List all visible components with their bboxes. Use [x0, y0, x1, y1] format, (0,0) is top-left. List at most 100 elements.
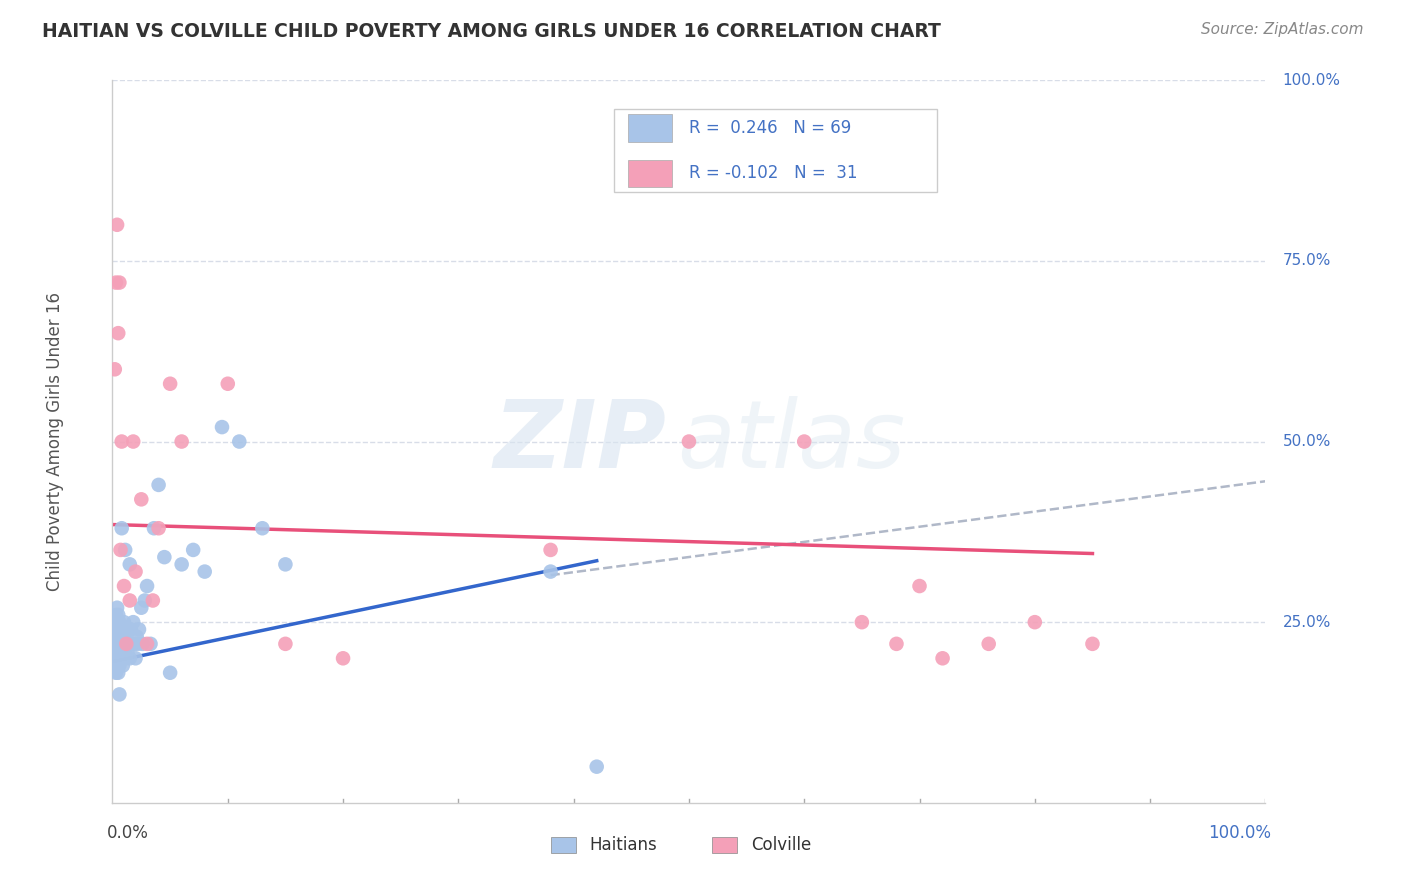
Point — [104, 637, 127, 651]
Point — [108, 658, 131, 673]
Point — [128, 623, 150, 637]
Point — [159, 665, 181, 680]
Point — [118, 593, 141, 607]
Point — [153, 550, 176, 565]
Point — [107, 637, 129, 651]
Point — [104, 651, 127, 665]
Point — [107, 665, 129, 680]
Point — [129, 600, 153, 615]
Point — [148, 478, 170, 492]
Point — [131, 637, 153, 651]
Point — [170, 558, 193, 572]
Point — [110, 542, 132, 557]
Point — [274, 558, 297, 572]
Point — [136, 637, 159, 651]
Point — [121, 637, 143, 651]
Point — [110, 637, 132, 651]
Point — [122, 615, 145, 630]
Point — [110, 623, 132, 637]
Text: ZIP: ZIP — [494, 395, 666, 488]
Point — [111, 434, 134, 449]
Point — [107, 326, 129, 340]
Point — [118, 651, 141, 665]
Point — [104, 362, 127, 376]
Text: atlas: atlas — [678, 396, 905, 487]
Point — [114, 542, 136, 557]
Point — [107, 607, 129, 622]
Text: 100.0%: 100.0% — [1208, 824, 1271, 842]
Point — [851, 615, 873, 630]
Point — [540, 565, 562, 579]
FancyBboxPatch shape — [614, 109, 936, 193]
Point — [931, 651, 953, 665]
Point — [181, 542, 204, 557]
Point — [228, 434, 250, 449]
Point — [139, 637, 162, 651]
Text: 50.0%: 50.0% — [1282, 434, 1331, 449]
Point — [105, 615, 128, 630]
Point — [194, 565, 217, 579]
Point — [129, 492, 153, 507]
Point — [111, 651, 134, 665]
Point — [112, 579, 135, 593]
Point — [122, 434, 145, 449]
Text: HAITIAN VS COLVILLE CHILD POVERTY AMONG GIRLS UNDER 16 CORRELATION CHART: HAITIAN VS COLVILLE CHILD POVERTY AMONG … — [42, 22, 941, 41]
Point — [112, 630, 135, 644]
Text: Source: ZipAtlas.com: Source: ZipAtlas.com — [1201, 22, 1364, 37]
Point — [977, 637, 1000, 651]
Point — [104, 615, 127, 630]
Point — [111, 637, 134, 651]
Point — [148, 521, 170, 535]
Text: Colville: Colville — [751, 837, 811, 855]
Point — [1024, 615, 1046, 630]
Point — [105, 218, 128, 232]
Point — [104, 651, 127, 665]
Point — [124, 651, 146, 665]
Point — [217, 376, 239, 391]
Point — [104, 665, 127, 680]
Point — [332, 651, 354, 665]
Point — [112, 615, 135, 630]
Point — [111, 644, 134, 658]
Text: 75.0%: 75.0% — [1282, 253, 1331, 268]
Point — [111, 521, 134, 535]
Text: 100.0%: 100.0% — [1282, 73, 1341, 87]
Point — [108, 276, 131, 290]
Text: Haitians: Haitians — [589, 837, 658, 855]
Point — [124, 565, 146, 579]
Point — [105, 658, 128, 673]
Point — [108, 687, 131, 701]
Point — [585, 760, 607, 774]
Text: R =  0.246   N = 69: R = 0.246 N = 69 — [689, 119, 851, 137]
Point — [118, 558, 141, 572]
Bar — [628, 114, 672, 142]
Point — [793, 434, 815, 449]
Text: R = -0.102   N =  31: R = -0.102 N = 31 — [689, 164, 858, 183]
Point — [104, 623, 127, 637]
Point — [104, 276, 127, 290]
Point — [114, 651, 136, 665]
Point — [111, 630, 134, 644]
Point — [159, 376, 181, 391]
Point — [105, 630, 128, 644]
Point — [134, 593, 156, 607]
Point — [886, 637, 908, 651]
Point — [678, 434, 700, 449]
Bar — [711, 838, 737, 854]
Point — [142, 593, 165, 607]
Point — [540, 542, 562, 557]
Point — [143, 521, 166, 535]
Text: Child Poverty Among Girls Under 16: Child Poverty Among Girls Under 16 — [46, 292, 63, 591]
Point — [908, 579, 931, 593]
Text: 0.0%: 0.0% — [107, 824, 149, 842]
Point — [136, 579, 159, 593]
Point — [1081, 637, 1104, 651]
Point — [108, 615, 131, 630]
Point — [108, 630, 131, 644]
Point — [110, 651, 132, 665]
Bar — [551, 838, 576, 854]
Point — [211, 420, 233, 434]
Text: 25.0%: 25.0% — [1282, 615, 1331, 630]
Point — [124, 637, 146, 651]
Point — [108, 644, 131, 658]
